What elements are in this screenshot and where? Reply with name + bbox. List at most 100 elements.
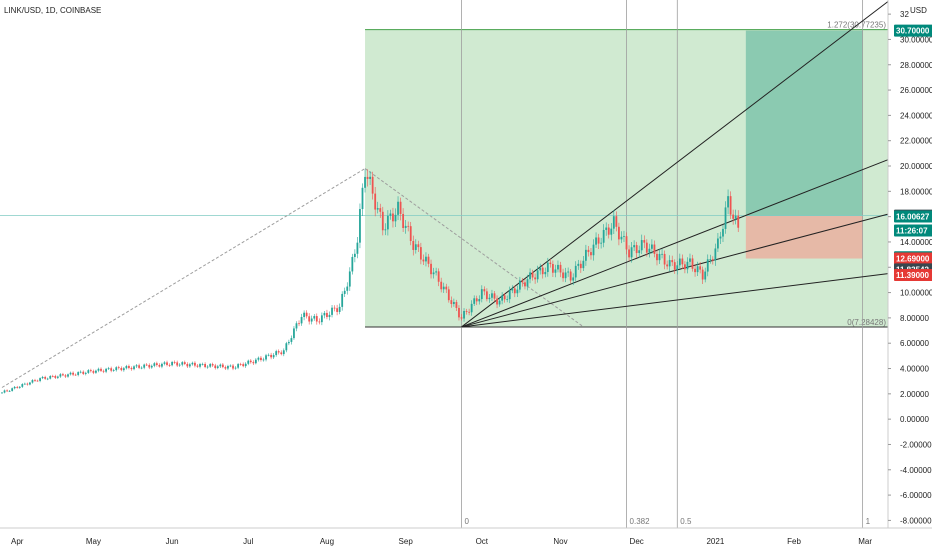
candle-body[interactable] <box>600 242 603 244</box>
candle-body[interactable] <box>257 357 260 360</box>
candle-body[interactable] <box>645 242 648 253</box>
candle-body[interactable] <box>562 272 564 279</box>
candle-body[interactable] <box>577 263 580 266</box>
candle-body[interactable] <box>711 259 714 261</box>
candle-body[interactable] <box>95 370 97 373</box>
candle-body[interactable] <box>176 362 179 366</box>
candle-body[interactable] <box>277 351 280 353</box>
candle-body[interactable] <box>313 316 316 319</box>
candle-body[interactable] <box>23 383 26 385</box>
candle-body[interactable] <box>254 359 257 364</box>
candle-body[interactable] <box>734 215 737 219</box>
candle-body[interactable] <box>84 372 87 374</box>
candle-body[interactable] <box>673 262 676 270</box>
candle-body[interactable] <box>364 176 366 188</box>
candle-body[interactable] <box>353 253 356 257</box>
candle-body[interactable] <box>684 264 686 270</box>
candle-body[interactable] <box>445 286 448 290</box>
candle-body[interactable] <box>163 362 166 364</box>
candle-body[interactable] <box>272 355 275 358</box>
candle-body[interactable] <box>559 264 562 273</box>
candle-body[interactable] <box>592 244 595 256</box>
candle-body[interactable] <box>247 360 250 364</box>
candle-body[interactable] <box>333 307 336 309</box>
candle-body[interactable] <box>557 264 559 270</box>
candle-body[interactable] <box>617 226 620 240</box>
candle-body[interactable] <box>178 364 181 366</box>
candle-body[interactable] <box>615 216 618 227</box>
candle-body[interactable] <box>356 242 359 254</box>
candle-body[interactable] <box>11 388 14 391</box>
candle-body[interactable] <box>369 176 372 179</box>
candle-body[interactable] <box>155 363 158 365</box>
candle-body[interactable] <box>8 390 11 392</box>
candle-body[interactable] <box>727 196 729 208</box>
target-zone[interactable] <box>745 30 863 216</box>
candle-body[interactable] <box>422 259 425 262</box>
candle-body[interactable] <box>285 343 288 351</box>
candle-body[interactable] <box>706 259 709 272</box>
candle-body[interactable] <box>26 383 29 385</box>
candle-body[interactable] <box>79 371 82 373</box>
candle-body[interactable] <box>29 382 31 385</box>
candle-body[interactable] <box>579 263 582 269</box>
candle-body[interactable] <box>366 176 369 179</box>
candle-body[interactable] <box>338 306 341 312</box>
candle-body[interactable] <box>689 258 691 262</box>
candle-body[interactable] <box>323 312 326 316</box>
candle-body[interactable] <box>41 376 44 379</box>
candle-body[interactable] <box>470 303 473 313</box>
candle-body[interactable] <box>204 363 206 368</box>
candle-body[interactable] <box>270 354 273 358</box>
candle-body[interactable] <box>508 290 511 300</box>
candle-body[interactable] <box>326 312 328 318</box>
candle-body[interactable] <box>595 237 597 245</box>
candle-body[interactable] <box>158 364 161 367</box>
candle-body[interactable] <box>267 354 270 356</box>
candle-body[interactable] <box>105 368 107 372</box>
candle-body[interactable] <box>112 370 115 371</box>
candle-body[interactable] <box>610 228 613 235</box>
candle-body[interactable] <box>371 176 374 194</box>
candle-body[interactable] <box>478 299 481 302</box>
candle-body[interactable] <box>554 269 557 273</box>
candle-body[interactable] <box>597 237 600 244</box>
candle-body[interactable] <box>117 367 120 369</box>
candle-body[interactable] <box>605 227 608 230</box>
candle-body[interactable] <box>676 265 679 270</box>
candle-body[interactable] <box>564 272 567 279</box>
candle-body[interactable] <box>678 258 681 266</box>
candle-body[interactable] <box>458 307 460 318</box>
candle-body[interactable] <box>249 360 252 363</box>
candle-body[interactable] <box>717 238 719 249</box>
candle-body[interactable] <box>107 368 110 370</box>
candle-body[interactable] <box>485 291 488 300</box>
candle-body[interactable] <box>183 362 186 365</box>
candle-body[interactable] <box>638 250 641 254</box>
candle-body[interactable] <box>442 286 445 290</box>
candle-body[interactable] <box>92 371 95 373</box>
candle-body[interactable] <box>328 314 331 318</box>
candle-body[interactable] <box>219 364 222 367</box>
candle-body[interactable] <box>379 208 382 212</box>
candle-body[interactable] <box>359 209 361 243</box>
candle-body[interactable] <box>427 256 430 264</box>
candle-body[interactable] <box>229 365 232 367</box>
candle-body[interactable] <box>298 323 300 325</box>
candle-body[interactable] <box>483 289 486 292</box>
candle-body[interactable] <box>102 370 105 372</box>
candle-body[interactable] <box>138 365 140 368</box>
candle-body[interactable] <box>719 236 722 239</box>
candle-body[interactable] <box>628 249 630 258</box>
candle-body[interactable] <box>587 249 590 253</box>
candle-body[interactable] <box>171 362 173 366</box>
candle-body[interactable] <box>320 315 323 323</box>
candle-body[interactable] <box>691 258 694 269</box>
candle-body[interactable] <box>290 338 293 342</box>
candle-body[interactable] <box>463 310 465 319</box>
candle-body[interactable] <box>701 269 704 280</box>
candle-body[interactable] <box>305 312 308 317</box>
candle-body[interactable] <box>501 295 504 301</box>
candle-body[interactable] <box>16 386 19 388</box>
